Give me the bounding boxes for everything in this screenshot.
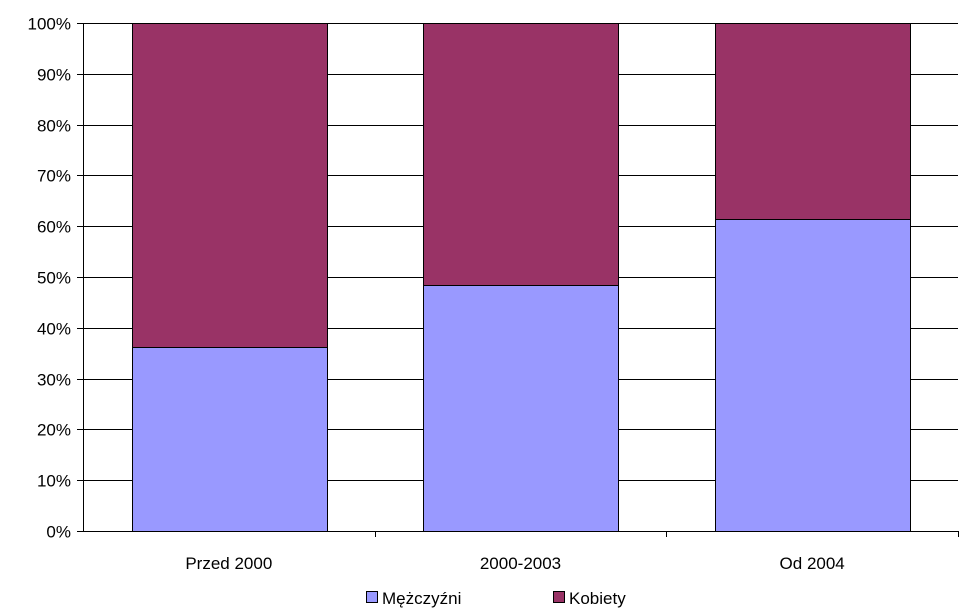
bar-segment: [132, 23, 328, 348]
y-tick-label: 0%: [46, 523, 71, 542]
y-tick-label: 30%: [37, 371, 71, 390]
y-tick-labels: 0% 10% 20% 30% 40% 50% 60% 70% 80% 90% 100%: [28, 15, 71, 542]
bar-segment: [132, 347, 328, 532]
bar-segment: [715, 23, 911, 220]
y-tick-label: 20%: [37, 421, 71, 440]
y-tick-label: 10%: [37, 472, 71, 491]
legend: Mężczyźni Kobiety: [366, 589, 626, 608]
bar-segment: [715, 219, 911, 532]
legend-label: Mężczyźni: [382, 589, 461, 608]
legend-swatch: [366, 591, 378, 603]
y-tick-label: 100%: [28, 15, 71, 34]
bars: [132, 23, 911, 532]
x-category-label: Od 2004: [780, 554, 845, 573]
axes: [77, 23, 959, 537]
x-category-labels: Przed 2000 2000-2003 Od 2004: [185, 554, 844, 573]
legend-swatch: [553, 591, 565, 603]
y-tick-label: 40%: [37, 320, 71, 339]
y-tick-label: 70%: [37, 167, 71, 186]
y-tick-label: 80%: [37, 117, 71, 136]
legend-label: Kobiety: [569, 589, 626, 608]
x-category-label: Przed 2000: [185, 554, 272, 573]
x-category-label: 2000-2003: [480, 554, 561, 573]
y-tick-label: 60%: [37, 218, 71, 237]
y-tick-label: 90%: [37, 66, 71, 85]
bar-segment: [423, 285, 619, 532]
bar-segment: [423, 23, 619, 286]
y-tick-label: 50%: [37, 269, 71, 288]
